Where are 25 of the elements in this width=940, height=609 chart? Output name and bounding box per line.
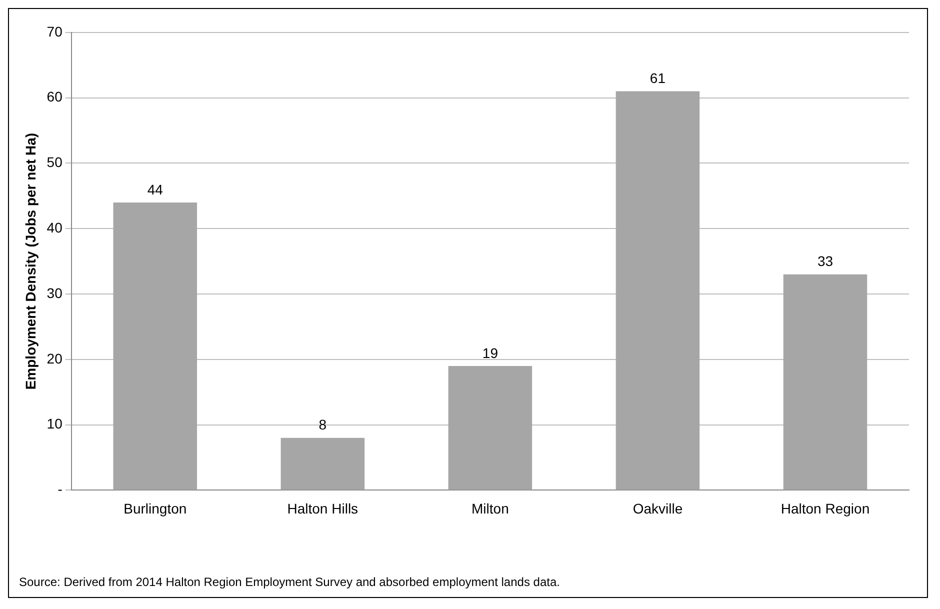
bar	[113, 202, 198, 490]
x-tick-label: Oakville	[632, 500, 683, 516]
bar	[616, 91, 700, 490]
x-tick-label: Halton Region	[780, 500, 870, 516]
bar	[280, 438, 365, 490]
y-tick-label: 70	[46, 23, 63, 40]
y-tick-label: 20	[46, 350, 63, 366]
data-label: 19	[482, 344, 498, 361]
data-label: 61	[650, 70, 666, 86]
y-tick-label: 10	[46, 416, 63, 432]
bar	[783, 274, 868, 490]
y-tick-label: 50	[46, 154, 63, 170]
y-axis-title: Employment Density (Jobs per net Ha)	[22, 132, 38, 390]
source-note: Source: Derived from 2014 Halton Region Employment Survey and absorbed employment lands data.	[19, 575, 561, 589]
y-tick-label: 30	[46, 284, 63, 301]
x-tick-label: Halton Hills	[287, 500, 358, 516]
bar	[448, 366, 532, 490]
data-label: 8	[318, 416, 327, 433]
x-tick-label: Milton	[472, 500, 509, 516]
x-tick-label: Burlington	[124, 500, 187, 516]
data-label: 44	[147, 181, 164, 198]
y-tick-label: 40	[46, 219, 63, 236]
data-label: 33	[817, 253, 834, 270]
y-tick-label: 60	[46, 88, 63, 105]
y-tick-label: -	[58, 481, 63, 498]
